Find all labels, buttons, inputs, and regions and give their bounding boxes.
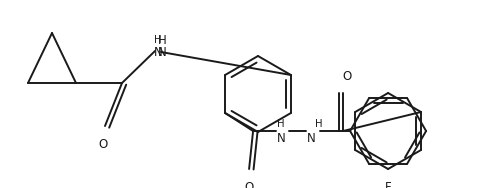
- Text: O: O: [244, 181, 254, 188]
- Text: F: F: [385, 181, 391, 188]
- Text: N: N: [277, 131, 286, 145]
- Text: H
N: H N: [157, 33, 166, 58]
- Text: O: O: [99, 138, 108, 151]
- Text: N: N: [307, 131, 315, 145]
- Text: H: H: [154, 35, 162, 45]
- Text: N: N: [153, 45, 162, 58]
- Text: O: O: [343, 70, 352, 83]
- Text: H: H: [277, 119, 285, 129]
- Text: H: H: [315, 119, 323, 129]
